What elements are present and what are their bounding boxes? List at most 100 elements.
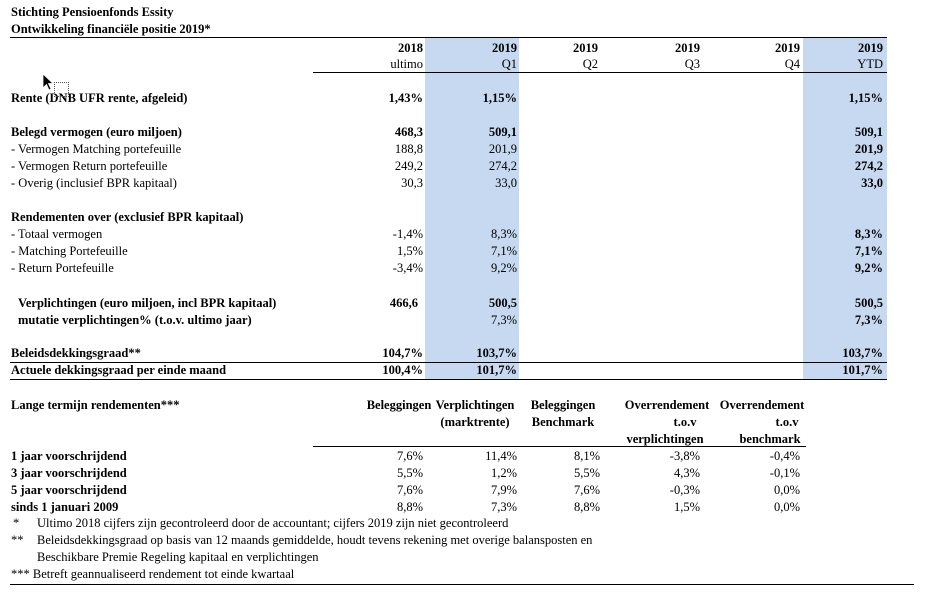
cell-matching-pf-q1: 7,1% [490, 244, 517, 258]
lt-cell-over-verpl: -0,3% [669, 483, 700, 497]
row-label-rendementen: Rendementen over (exclusief BPR kapitaal… [11, 210, 244, 224]
footnote-2-text-line1: Beleidsdekkingsgraad op basis van 12 maa… [37, 533, 593, 547]
row-label-totaal: - Totaal vermogen [11, 227, 103, 241]
document-title: Stichting Pensioenfonds Essity [11, 5, 174, 19]
cell-rente-q1: 1,15% [482, 91, 517, 105]
cell-actuele-ytd: 101,7% [842, 363, 883, 377]
document-subtitle: Ontwikkeling financiële positie 2019* [11, 22, 211, 36]
cell-matching-q1: 201,9 [488, 142, 517, 156]
header-underline [313, 72, 887, 73]
cell-verpl-2018: 466,6 [389, 296, 418, 310]
row-label-matching-pf: - Matching Portefeuille [11, 244, 128, 258]
row-label-mutatie: mutatie verplichtingen% (t.o.v. ultimo j… [18, 313, 252, 327]
row-label-return: - Vermogen Return portefeuille [11, 159, 168, 173]
cell-return-q1: 274,2 [488, 159, 517, 173]
lt-col-over-verpl-line1: Overrendement [624, 398, 710, 412]
cell-totaal-ytd: 8,3% [854, 227, 883, 241]
ytd-column-highlight [803, 37, 887, 379]
row-label-verplichtingen: Verplichtingen (euro miljoen, incl BPR k… [18, 296, 277, 310]
col-q3-period: Q3 [684, 57, 700, 71]
longterm-header-underline [313, 446, 806, 447]
focus-marker [54, 82, 69, 97]
title-underline [10, 37, 887, 38]
cell-beleids-ytd: 103,7% [842, 346, 883, 360]
col-q1-year: 2019 [492, 41, 517, 55]
lt-col-over-bench-line3: benchmark [739, 432, 801, 446]
lt-cell-verpl: 11,4% [485, 449, 517, 463]
row-label-matching: - Vermogen Matching portefeuille [11, 142, 182, 156]
cell-actuele-2018: 100,4% [382, 363, 423, 377]
lt-cell-beleggingen: 7,6% [396, 449, 423, 463]
lt-col-beleggingen: Beleggingen [366, 398, 432, 412]
footnote-3-text: *** Betreft geannualiseerd rendement tot… [11, 567, 295, 581]
lt-cell-over-verpl: -3,8% [669, 449, 700, 463]
cell-rente-ytd: 1,15% [848, 91, 883, 105]
lt-row-label: sinds 1 januari 2009 [11, 500, 119, 514]
cell-overig-ytd: 33,0 [861, 176, 883, 190]
col-ytd-period: YTD [857, 57, 883, 71]
cell-matching-pf-ytd: 7,1% [854, 244, 883, 258]
lt-col-over-bench-line1: Overrendement [719, 398, 805, 412]
cell-return-2018: 249,2 [394, 159, 423, 173]
cell-matching-ytd: 201,9 [854, 142, 883, 156]
cell-matching-2018: 188,8 [394, 142, 423, 156]
cell-totaal-2018: -1,4% [392, 227, 423, 241]
lt-cell-beleggingen: 5,5% [396, 466, 423, 480]
lt-cell-verpl: 1,2% [490, 466, 517, 480]
lt-cell-over-verpl: 4,3% [673, 466, 700, 480]
col-q4-period: Q4 [784, 57, 800, 71]
col-q2-period: Q2 [582, 57, 598, 71]
lt-row-label: 3 jaar voorschrijdend [11, 466, 127, 480]
col-ytd-year: 2019 [858, 41, 883, 55]
cell-beleids-q1: 103,7% [476, 346, 517, 360]
col-2018-period: ultimo [390, 57, 423, 71]
cell-belegd-2018: 468,3 [394, 125, 423, 139]
col-q2-year: 2019 [573, 41, 598, 55]
cell-rente-2018: 1,43% [388, 91, 423, 105]
row-label-beleidsdekkingsgraad: Beleidsdekkingsgraad** [11, 346, 141, 360]
lt-col-over-verpl-line2: t.o.v [673, 415, 697, 429]
footnote-2-text-line2: Beschikbare Premie Regeling kapitaal en … [37, 550, 319, 564]
lt-cell-over-bench: 0,0% [773, 483, 800, 497]
cell-return-ytd: 274,2 [854, 159, 883, 173]
row-label-actuele-dekkingsgraad: Actuele dekkingsgraad per einde maand [11, 363, 227, 377]
cell-return-pf-q1: 9,2% [490, 261, 517, 275]
cell-verpl-q1: 500,5 [488, 296, 517, 310]
lt-col-bench-line1: Beleggingen [530, 398, 596, 412]
cell-return-pf-2018: -3,4% [392, 261, 423, 275]
footnote-2-mark: ** [11, 533, 24, 547]
cell-return-pf-ytd: 9,2% [854, 261, 883, 275]
cell-belegd-ytd: 509,1 [854, 125, 883, 139]
longterm-header: Lange termijn rendementen*** [11, 398, 180, 412]
lt-cell-verpl: 7,3% [490, 500, 517, 514]
row-label-overig: - Overig (inclusief BPR kapitaal) [11, 176, 177, 190]
col-q1-period: Q1 [501, 57, 517, 71]
cell-overig-q1: 33,0 [495, 176, 517, 190]
cell-totaal-q1: 8,3% [490, 227, 517, 241]
cell-matching-pf-2018: 1,5% [396, 244, 423, 258]
cell-overig-2018: 30,3 [401, 176, 423, 190]
footnote-1-mark: * [13, 516, 20, 530]
cell-verpl-ytd: 500,5 [854, 296, 883, 310]
col-2018-year: 2018 [398, 41, 423, 55]
footnote-1-text: Ultimo 2018 cijfers zijn gecontroleerd d… [37, 516, 509, 530]
lt-cell-beleggingen: 8,8% [396, 500, 423, 514]
row-label-return-pf: - Return Portefeuille [11, 261, 114, 275]
lt-col-verpl-line1: Verplichtingen [435, 398, 515, 412]
lt-col-bench-line2: Benchmark [531, 415, 595, 429]
lt-col-over-bench-line2: t.o.v [775, 415, 799, 429]
lt-cell-beleggingen: 7,6% [396, 483, 423, 497]
row-label-rente: Rente (DNB UFR rente, afgeleid) [11, 91, 188, 105]
lt-row-label: 1 jaar voorschrijdend [11, 449, 127, 463]
lt-cell-over-verpl: 1,5% [673, 500, 700, 514]
cell-actuele-q1: 101,7% [476, 363, 517, 377]
lt-cell-bench: 5,5% [573, 466, 600, 480]
row-label-belegd: Belegd vermogen (euro miljoen) [11, 125, 182, 139]
col-q4-year: 2019 [775, 41, 800, 55]
col-q3-year: 2019 [675, 41, 700, 55]
lt-row-label: 5 jaar voorschrijdend [11, 483, 127, 497]
lt-cell-bench: 7,6% [573, 483, 600, 497]
lt-cell-over-bench: 0,0% [773, 500, 800, 514]
lt-cell-over-bench: -0,4% [769, 449, 800, 463]
lt-cell-bench: 8,8% [573, 500, 600, 514]
